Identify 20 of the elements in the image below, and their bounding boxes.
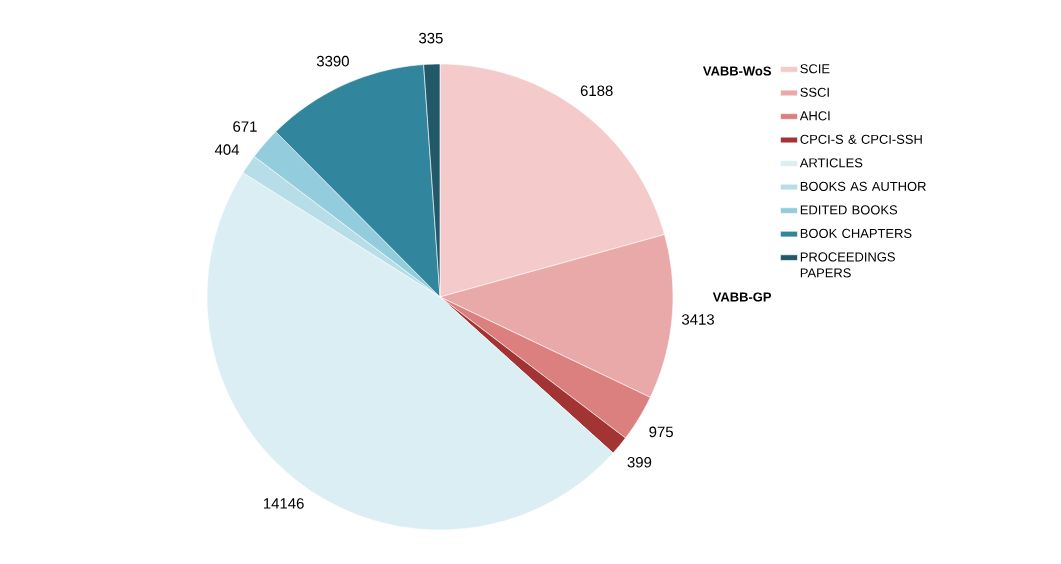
data-label: 975 bbox=[649, 426, 673, 438]
data-label: 399 bbox=[627, 456, 652, 468]
legend-label: SSCI bbox=[800, 87, 829, 97]
data-label: 671 bbox=[233, 121, 257, 132]
legend-label: EDITED BOOKS bbox=[800, 205, 898, 215]
data-label: 335 bbox=[419, 32, 443, 44]
legend-label: ARTICLES bbox=[799, 158, 863, 168]
legend-label: PROCEEDINGS PAPERS bbox=[800, 252, 895, 278]
legend-label: CPCI-S & CPCI-SSH bbox=[800, 134, 922, 144]
legend-label: SCIE bbox=[800, 64, 830, 74]
legend-label: AHCI bbox=[799, 111, 830, 121]
legend-label: BOOK CHAPTERS bbox=[800, 228, 912, 238]
data-label: 404 bbox=[214, 144, 240, 155]
legend-label: BOOKS AS AUTHOR bbox=[800, 181, 926, 191]
text: VABB-WoS bbox=[702, 66, 771, 76]
data-label: 3413 bbox=[681, 314, 714, 325]
text: VABB-GP bbox=[712, 292, 772, 302]
data-label: 3390 bbox=[316, 55, 349, 67]
data-label: 6188 bbox=[580, 85, 613, 97]
data-label: 14146 bbox=[263, 498, 304, 509]
